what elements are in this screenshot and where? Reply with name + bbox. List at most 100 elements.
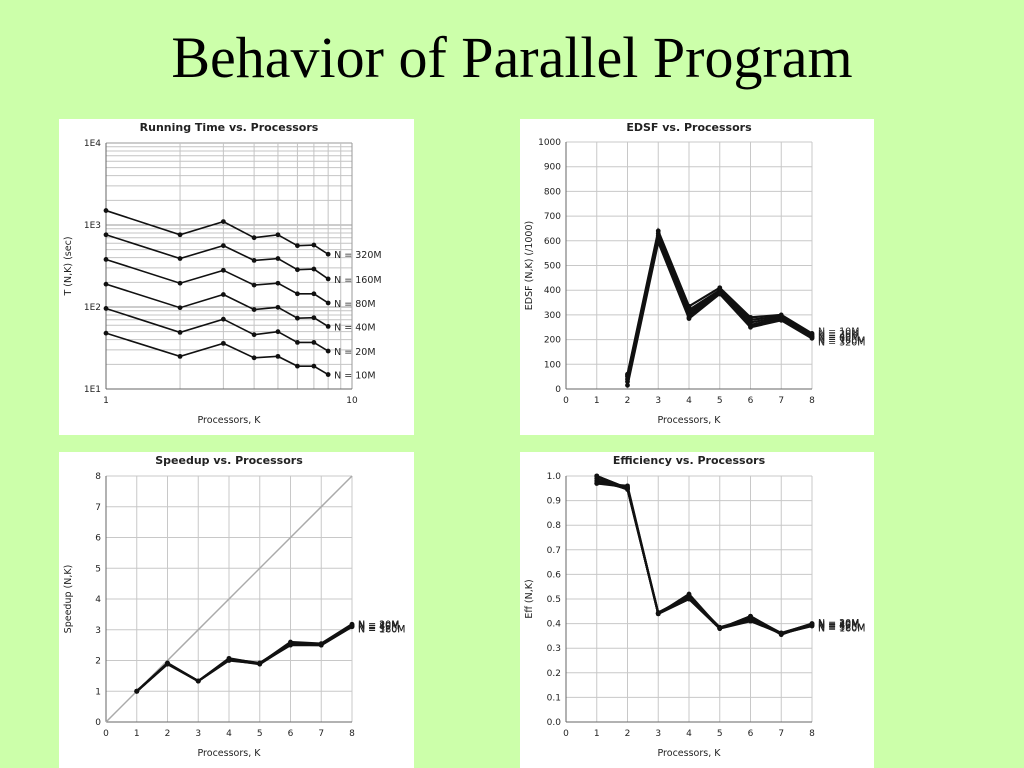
series-line — [596, 482, 813, 635]
data-point — [103, 281, 109, 287]
x-tick-label: 0 — [563, 729, 569, 739]
y-tick-label: 0.4 — [547, 620, 562, 630]
series-label: N = 80M — [818, 621, 859, 632]
data-point — [103, 232, 109, 238]
data-point — [325, 300, 331, 306]
series-label: N = 160M — [818, 335, 865, 346]
y-tick-label: 0.2 — [547, 669, 561, 679]
series-label: N = 40M — [818, 620, 859, 631]
series-line — [105, 209, 329, 255]
x-tick-label: 7 — [778, 729, 784, 739]
series-label: N = 160M — [334, 275, 381, 286]
data-point — [686, 596, 692, 602]
data-point — [748, 617, 753, 623]
y-tick-label: 0.5 — [547, 595, 561, 605]
x-tick-label: 8 — [809, 729, 815, 739]
x-tick-label: 0 — [103, 729, 109, 739]
series-label: N = 10M — [358, 620, 399, 631]
x-axis-label: Processors, K — [658, 748, 722, 759]
data-point — [220, 292, 226, 297]
y-tick-label: 0.9 — [547, 497, 562, 507]
data-point — [226, 656, 232, 662]
data-point — [295, 243, 300, 249]
x-tick-label: 5 — [257, 729, 263, 739]
data-point — [220, 267, 226, 273]
series-label: N = 320M — [334, 250, 381, 261]
x-tick-label: 8 — [809, 396, 815, 406]
data-point — [220, 243, 226, 249]
series-label: N = 80M — [334, 299, 375, 310]
data-point — [686, 316, 692, 322]
series-label: N = 160M — [358, 624, 405, 635]
x-tick-label: 1 — [103, 396, 109, 406]
series-label: N = 160M — [818, 623, 865, 634]
data-point — [275, 280, 281, 286]
data-point — [177, 330, 183, 335]
y-axis-label: Speedup (N,K) — [63, 565, 74, 634]
edsf-chart: EDSF vs. Processors 0 100 200 300 400 500 600 70… — [520, 119, 874, 435]
series-label: N = 10M — [818, 326, 859, 337]
data-point — [349, 622, 355, 628]
y-tick-label: 0.3 — [547, 644, 561, 654]
y-tick-label: 800 — [544, 187, 561, 197]
data-point — [177, 280, 183, 286]
data-point — [177, 353, 183, 359]
data-point — [275, 329, 281, 335]
data-point — [275, 304, 281, 310]
data-point — [311, 363, 317, 369]
data-point — [717, 291, 723, 297]
data-point — [325, 348, 331, 354]
chart-title: Running Time vs. Processors — [140, 121, 319, 134]
speedup-chart-svg: Speedup vs. Processors 0 1 2 3 4 5 6 7 8 0 1 2 3 4 5 6 7 8… — [63, 454, 405, 759]
x-tick-label: 6 — [748, 729, 754, 739]
speedup-chart: Speedup vs. Processors 0 1 2 3 4 5 6 7 8 0 1 2 3 4 5 6 7 8… — [59, 452, 414, 768]
x-tick-label: 7 — [318, 729, 324, 739]
y-axis-label: T (N,K) (sec) — [63, 236, 74, 296]
x-tick-label: 3 — [655, 396, 661, 406]
data-point — [295, 291, 300, 297]
data-point — [295, 315, 300, 321]
chart-title: Speedup vs. Processors — [155, 454, 303, 467]
y-tick-label: 5 — [95, 564, 101, 574]
y-tick-label: 1E3 — [84, 221, 101, 231]
data-point — [220, 316, 226, 322]
y-tick-label: 0 — [95, 718, 101, 728]
x-tick-label: 1 — [594, 396, 600, 406]
series-label: N = 20M — [334, 347, 375, 358]
data-point — [625, 483, 630, 489]
series-line — [105, 258, 329, 304]
x-tick-label: 10 — [346, 396, 358, 406]
data-point — [778, 317, 784, 323]
running-time-chart: Running Time vs. Processors 1E1 1E2 1E3 1E4 1… — [59, 119, 414, 435]
x-axis-label: Processors, K — [198, 415, 262, 426]
data-point — [318, 641, 324, 647]
data-point — [103, 306, 109, 311]
data-point — [325, 276, 331, 282]
y-tick-label: 2 — [95, 657, 101, 667]
y-tick-label: 0 — [555, 385, 561, 395]
data-point — [275, 256, 281, 261]
data-point — [275, 353, 281, 359]
series-label: N = 10M — [334, 371, 375, 382]
data-point — [251, 282, 257, 288]
series-label: N = 80M — [358, 621, 399, 632]
y-tick-label: 1E2 — [84, 303, 101, 313]
edsf-chart-svg: EDSF vs. Processors010020030040050060070… — [524, 121, 865, 426]
y-tick-label: 500 — [544, 262, 561, 272]
data-point — [295, 340, 300, 345]
data-point — [311, 340, 317, 345]
data-point — [220, 219, 226, 225]
data-point — [311, 315, 317, 321]
data-point — [295, 267, 300, 273]
data-point — [177, 256, 183, 261]
data-point — [251, 355, 257, 361]
y-tick-label: 0.8 — [547, 521, 562, 531]
data-point — [325, 251, 331, 257]
series-label: N = 20M — [818, 329, 859, 340]
x-tick-label: 4 — [686, 729, 692, 739]
y-tick-label: 100 — [544, 360, 561, 370]
chart-title: Efficiency vs. Processors — [613, 454, 766, 467]
series-label: N = 320M — [818, 623, 865, 634]
data-point — [251, 258, 257, 263]
data-point — [655, 611, 661, 617]
